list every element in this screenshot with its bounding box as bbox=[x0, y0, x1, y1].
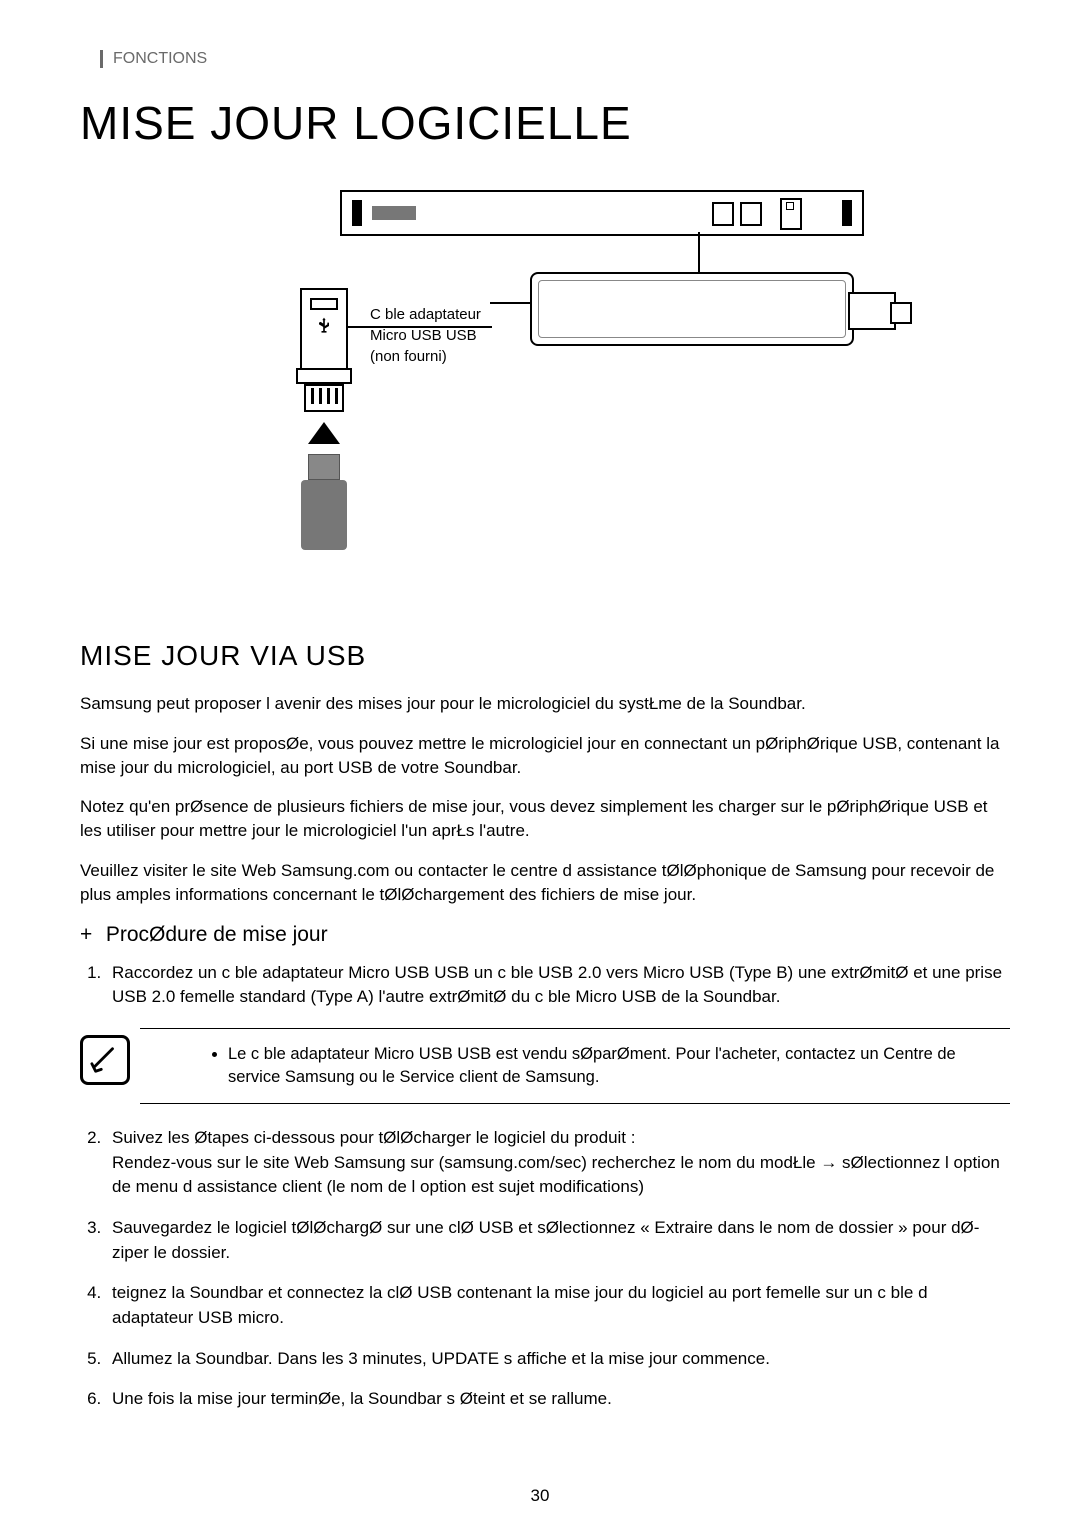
section-header-label: FONCTIONS bbox=[113, 50, 207, 68]
note-icon bbox=[80, 1035, 130, 1085]
procedure-heading-text: ProcØdure de mise jour bbox=[106, 923, 328, 946]
list-item: teignez la Soundbar et connectez la clØ … bbox=[106, 1281, 1010, 1330]
paragraph: Si une mise jour est proposØe, vous pouv… bbox=[80, 732, 1010, 780]
paragraph: Samsung peut proposer l avenir des mises… bbox=[80, 692, 1010, 716]
micro-usb-plug-illustration bbox=[530, 272, 854, 346]
list-item: Raccordez un c ble adaptateur Micro USB … bbox=[106, 961, 1010, 1010]
plus-icon: + bbox=[80, 923, 100, 947]
page-title: MISE JOUR LOGICIELLE bbox=[80, 96, 1010, 150]
list-item: Suivez les Øtapes ci-dessous pour tØlØch… bbox=[106, 1126, 1010, 1200]
step-text: Rendez-vous sur le site Web Samsung sur … bbox=[112, 1153, 1000, 1197]
step-text: Suivez les Øtapes ci-dessous pour tØlØch… bbox=[112, 1128, 635, 1147]
list-item: Allumez la Soundbar. Dans les 3 minutes,… bbox=[106, 1347, 1010, 1372]
procedure-heading: + ProcØdure de mise jour bbox=[80, 923, 1010, 947]
usb-update-diagram: C ble adaptateur Micro USB USB (non four… bbox=[270, 180, 890, 600]
page-number: 30 bbox=[0, 1486, 1080, 1506]
paragraph: Veuillez visiter le site Web Samsung.com… bbox=[80, 859, 1010, 907]
procedure-steps: Raccordez un c ble adaptateur Micro USB … bbox=[80, 961, 1010, 1010]
diagram-cable bbox=[698, 232, 700, 272]
note-box: Le c ble adaptateur Micro USB USB est ve… bbox=[140, 1028, 1010, 1104]
adapter-caption-line: (non fourni) bbox=[370, 346, 481, 367]
procedure-steps-cont: Suivez les Øtapes ci-dessous pour tØlØch… bbox=[80, 1126, 1010, 1412]
document-page: FONCTIONS MISE JOUR LOGICIELLE C ble ada… bbox=[0, 0, 1080, 1532]
note-text: Le c ble adaptateur Micro USB USB est ve… bbox=[228, 1043, 1000, 1089]
diagram-cable bbox=[490, 302, 530, 305]
section-header-bar bbox=[100, 50, 103, 68]
arrow-up-icon bbox=[308, 422, 340, 444]
adapter-caption-line: Micro USB USB bbox=[370, 325, 481, 346]
section-subtitle: MISE JOUR VIA USB bbox=[80, 640, 1010, 672]
usb-icon bbox=[302, 316, 346, 342]
paragraph: Notez qu'en prØsence de plusieurs fichie… bbox=[80, 795, 1010, 843]
list-item: Sauvegardez le logiciel tØlØchargØ sur u… bbox=[106, 1216, 1010, 1265]
usb-stick-head bbox=[308, 454, 340, 480]
soundbar-illustration bbox=[340, 190, 864, 236]
usb-stick-body bbox=[301, 480, 347, 550]
usb-a-female-illustration bbox=[300, 288, 348, 370]
adapter-caption: C ble adaptateur Micro USB USB (non four… bbox=[370, 304, 481, 367]
list-item: Une fois la mise jour terminØe, la Sound… bbox=[106, 1387, 1010, 1412]
adapter-caption-line: C ble adaptateur bbox=[370, 304, 481, 325]
usb-adapter-stick-illustration bbox=[294, 288, 354, 550]
section-header: FONCTIONS bbox=[100, 50, 1010, 68]
